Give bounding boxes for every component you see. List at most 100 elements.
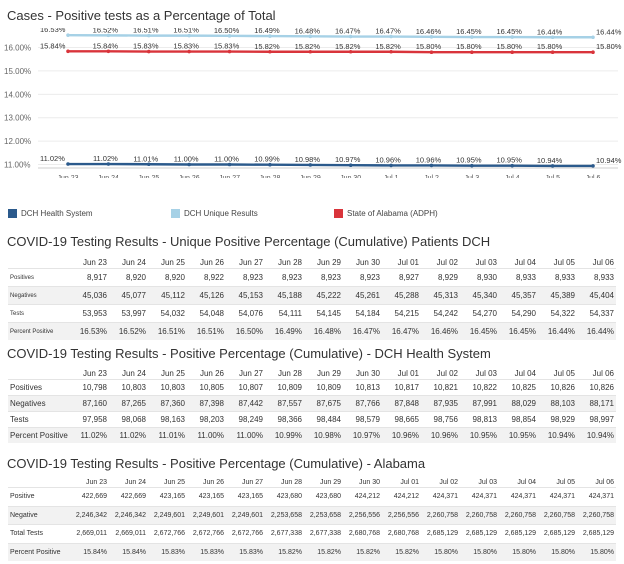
table-unique-dch: Jun 23 Jun 24 Jun 25 Jun 26 Jun 27 Jun 28 Jun … bbox=[8, 257, 616, 340]
table-cell: 15.82% bbox=[343, 542, 382, 561]
table-header-row: Jun 23 Jun 24 Jun 25 Jun 26 Jun 27 Jun 28 Jun … bbox=[8, 367, 616, 380]
table-cell: 15.82% bbox=[304, 542, 343, 561]
x-tick-label: Jul 4 bbox=[505, 175, 520, 178]
table-cell: 15.80% bbox=[421, 542, 460, 561]
data-point bbox=[550, 35, 555, 40]
table-cell: 11.02% bbox=[109, 427, 148, 443]
table-cell: 2,680,768 bbox=[343, 524, 382, 543]
table-cell: 10.99% bbox=[265, 427, 304, 443]
data-point bbox=[550, 50, 555, 55]
data-point bbox=[268, 49, 272, 54]
column-header: Jul 06 bbox=[595, 478, 614, 486]
table-row: Negative 2,246,342 2,246,342 2,249,601 2,249… bbox=[8, 505, 616, 525]
data-point bbox=[227, 49, 232, 54]
column-header: Jun 28 bbox=[280, 478, 302, 486]
column-header: Jun 30 bbox=[355, 258, 380, 267]
table-title-unique-dch: COVID-19 Testing Results - Unique Positi… bbox=[7, 234, 491, 249]
data-point bbox=[66, 33, 70, 37]
table-cell: 2,672,766 bbox=[187, 524, 226, 543]
data-label: 15.83% bbox=[214, 42, 240, 51]
table-header-corner bbox=[8, 257, 70, 269]
row-label: Percent Positive bbox=[8, 427, 70, 443]
table-cell: 10.94% bbox=[538, 427, 577, 443]
data-point bbox=[550, 164, 555, 168]
table-cell: 2,260,758 bbox=[421, 505, 460, 525]
column-header: Jul 03 bbox=[475, 368, 497, 378]
data-label: 11.01% bbox=[133, 154, 158, 163]
data-label: 15.82% bbox=[295, 42, 321, 51]
legend-item-dch-unique-results[interactable]: DCH Unique Results bbox=[171, 209, 258, 218]
table-cell: 10,809 bbox=[265, 379, 304, 396]
table-cell: 423,165 bbox=[187, 487, 226, 506]
table-row: Total Tests 2,669,011 2,669,011 2,672,766 2,… bbox=[8, 524, 616, 543]
column-header: Jul 04 bbox=[514, 258, 536, 267]
column-header: Jun 26 bbox=[199, 368, 224, 378]
table-header-row: Jun 23 Jun 24 Jun 25 Jun 26 Jun 27 Jun 28 Jun … bbox=[8, 257, 616, 269]
data-point bbox=[510, 163, 515, 168]
table-cell: 8,929 bbox=[421, 268, 460, 287]
data-label: 10.95% bbox=[456, 156, 482, 165]
table-cell: 10,822 bbox=[460, 379, 499, 396]
column-header: Jul 04 bbox=[514, 368, 536, 378]
data-label: 16.44% bbox=[537, 28, 563, 36]
column-header: Jun 30 bbox=[358, 478, 380, 486]
column-header: Jun 30 bbox=[355, 368, 380, 378]
table-cell: 87,442 bbox=[226, 395, 265, 412]
x-tick-label: Jun 24 bbox=[98, 175, 119, 178]
table-cell: 98,997 bbox=[577, 411, 616, 428]
table-cell: 87,398 bbox=[187, 395, 226, 412]
x-tick-label: Jun 28 bbox=[259, 175, 280, 178]
table-cell: 2,685,129 bbox=[577, 524, 616, 543]
table-cell: 54,076 bbox=[226, 304, 265, 323]
table-cell: 2,253,658 bbox=[304, 505, 343, 525]
series-line-dch-unique-results bbox=[67, 33, 593, 39]
table-row: Percent Positive 11.02% 11.02% 11.01% 11.00%… bbox=[8, 427, 616, 443]
table-cell: 15.83% bbox=[148, 542, 187, 561]
data-point bbox=[591, 164, 595, 168]
data-point bbox=[66, 162, 70, 166]
y-tick-label: 11.00% bbox=[4, 160, 31, 169]
data-point bbox=[389, 163, 393, 168]
series-line-state-of-alabama-adph bbox=[68, 50, 593, 54]
data-label: 15.80% bbox=[497, 42, 523, 51]
table-cell: 2,256,556 bbox=[382, 505, 421, 525]
legend-item-state-of-alabama[interactable]: State of Alabama (ADPH) bbox=[334, 209, 438, 218]
table-cell: 53,953 bbox=[70, 304, 109, 323]
table-cell: 2,253,658 bbox=[265, 505, 304, 525]
table-cell: 10.97% bbox=[343, 427, 382, 443]
table-cell: 424,371 bbox=[421, 487, 460, 506]
y-tick-label: 13.00% bbox=[4, 114, 31, 123]
column-header: Jul 06 bbox=[592, 368, 614, 378]
table-cell: 45,340 bbox=[460, 286, 499, 305]
table-cell: 54,032 bbox=[148, 304, 187, 323]
table-cell: 10.94% bbox=[577, 427, 616, 443]
data-point bbox=[66, 49, 70, 54]
table-cell: 45,404 bbox=[577, 286, 616, 305]
table-cell: 16.46% bbox=[421, 322, 460, 340]
data-label: 15.83% bbox=[173, 42, 199, 51]
table-cell: 2,672,766 bbox=[226, 524, 265, 543]
data-point bbox=[146, 162, 151, 167]
table-cell: 10.95% bbox=[499, 427, 538, 443]
table-cell: 98,249 bbox=[226, 411, 265, 428]
data-point bbox=[510, 50, 515, 55]
data-label: 16.51% bbox=[173, 28, 199, 35]
table-cell: 45,222 bbox=[304, 286, 343, 305]
table-cell: 53,997 bbox=[109, 304, 148, 323]
table-cell: 2,260,758 bbox=[538, 505, 577, 525]
data-label: 16.51% bbox=[133, 28, 159, 35]
table-cell: 2,685,129 bbox=[460, 524, 499, 543]
row-label: Positives bbox=[8, 268, 70, 287]
table-cell: 15.80% bbox=[460, 542, 499, 561]
table-row: Tests 53,953 53,997 54,032 54,048 54,076 54,11… bbox=[8, 304, 616, 323]
table-cell: 87,360 bbox=[148, 395, 187, 412]
table-row: Negatives 45,036 45,077 45,112 45,126 45,153 4… bbox=[8, 286, 616, 305]
table-cell: 2,260,758 bbox=[499, 505, 538, 525]
legend-item-dch-health-system[interactable]: DCH Health System bbox=[8, 209, 93, 218]
x-tick-label: Jun 23 bbox=[57, 175, 78, 178]
table-alabama: Jun 23 Jun 24 Jun 25 Jun 26 Jun 27 Jun 28 Jun … bbox=[8, 477, 616, 561]
table-cell: 2,249,601 bbox=[148, 505, 187, 525]
data-point bbox=[510, 35, 515, 39]
data-label: 16.47% bbox=[335, 28, 361, 36]
table-cell: 10,817 bbox=[382, 379, 421, 396]
